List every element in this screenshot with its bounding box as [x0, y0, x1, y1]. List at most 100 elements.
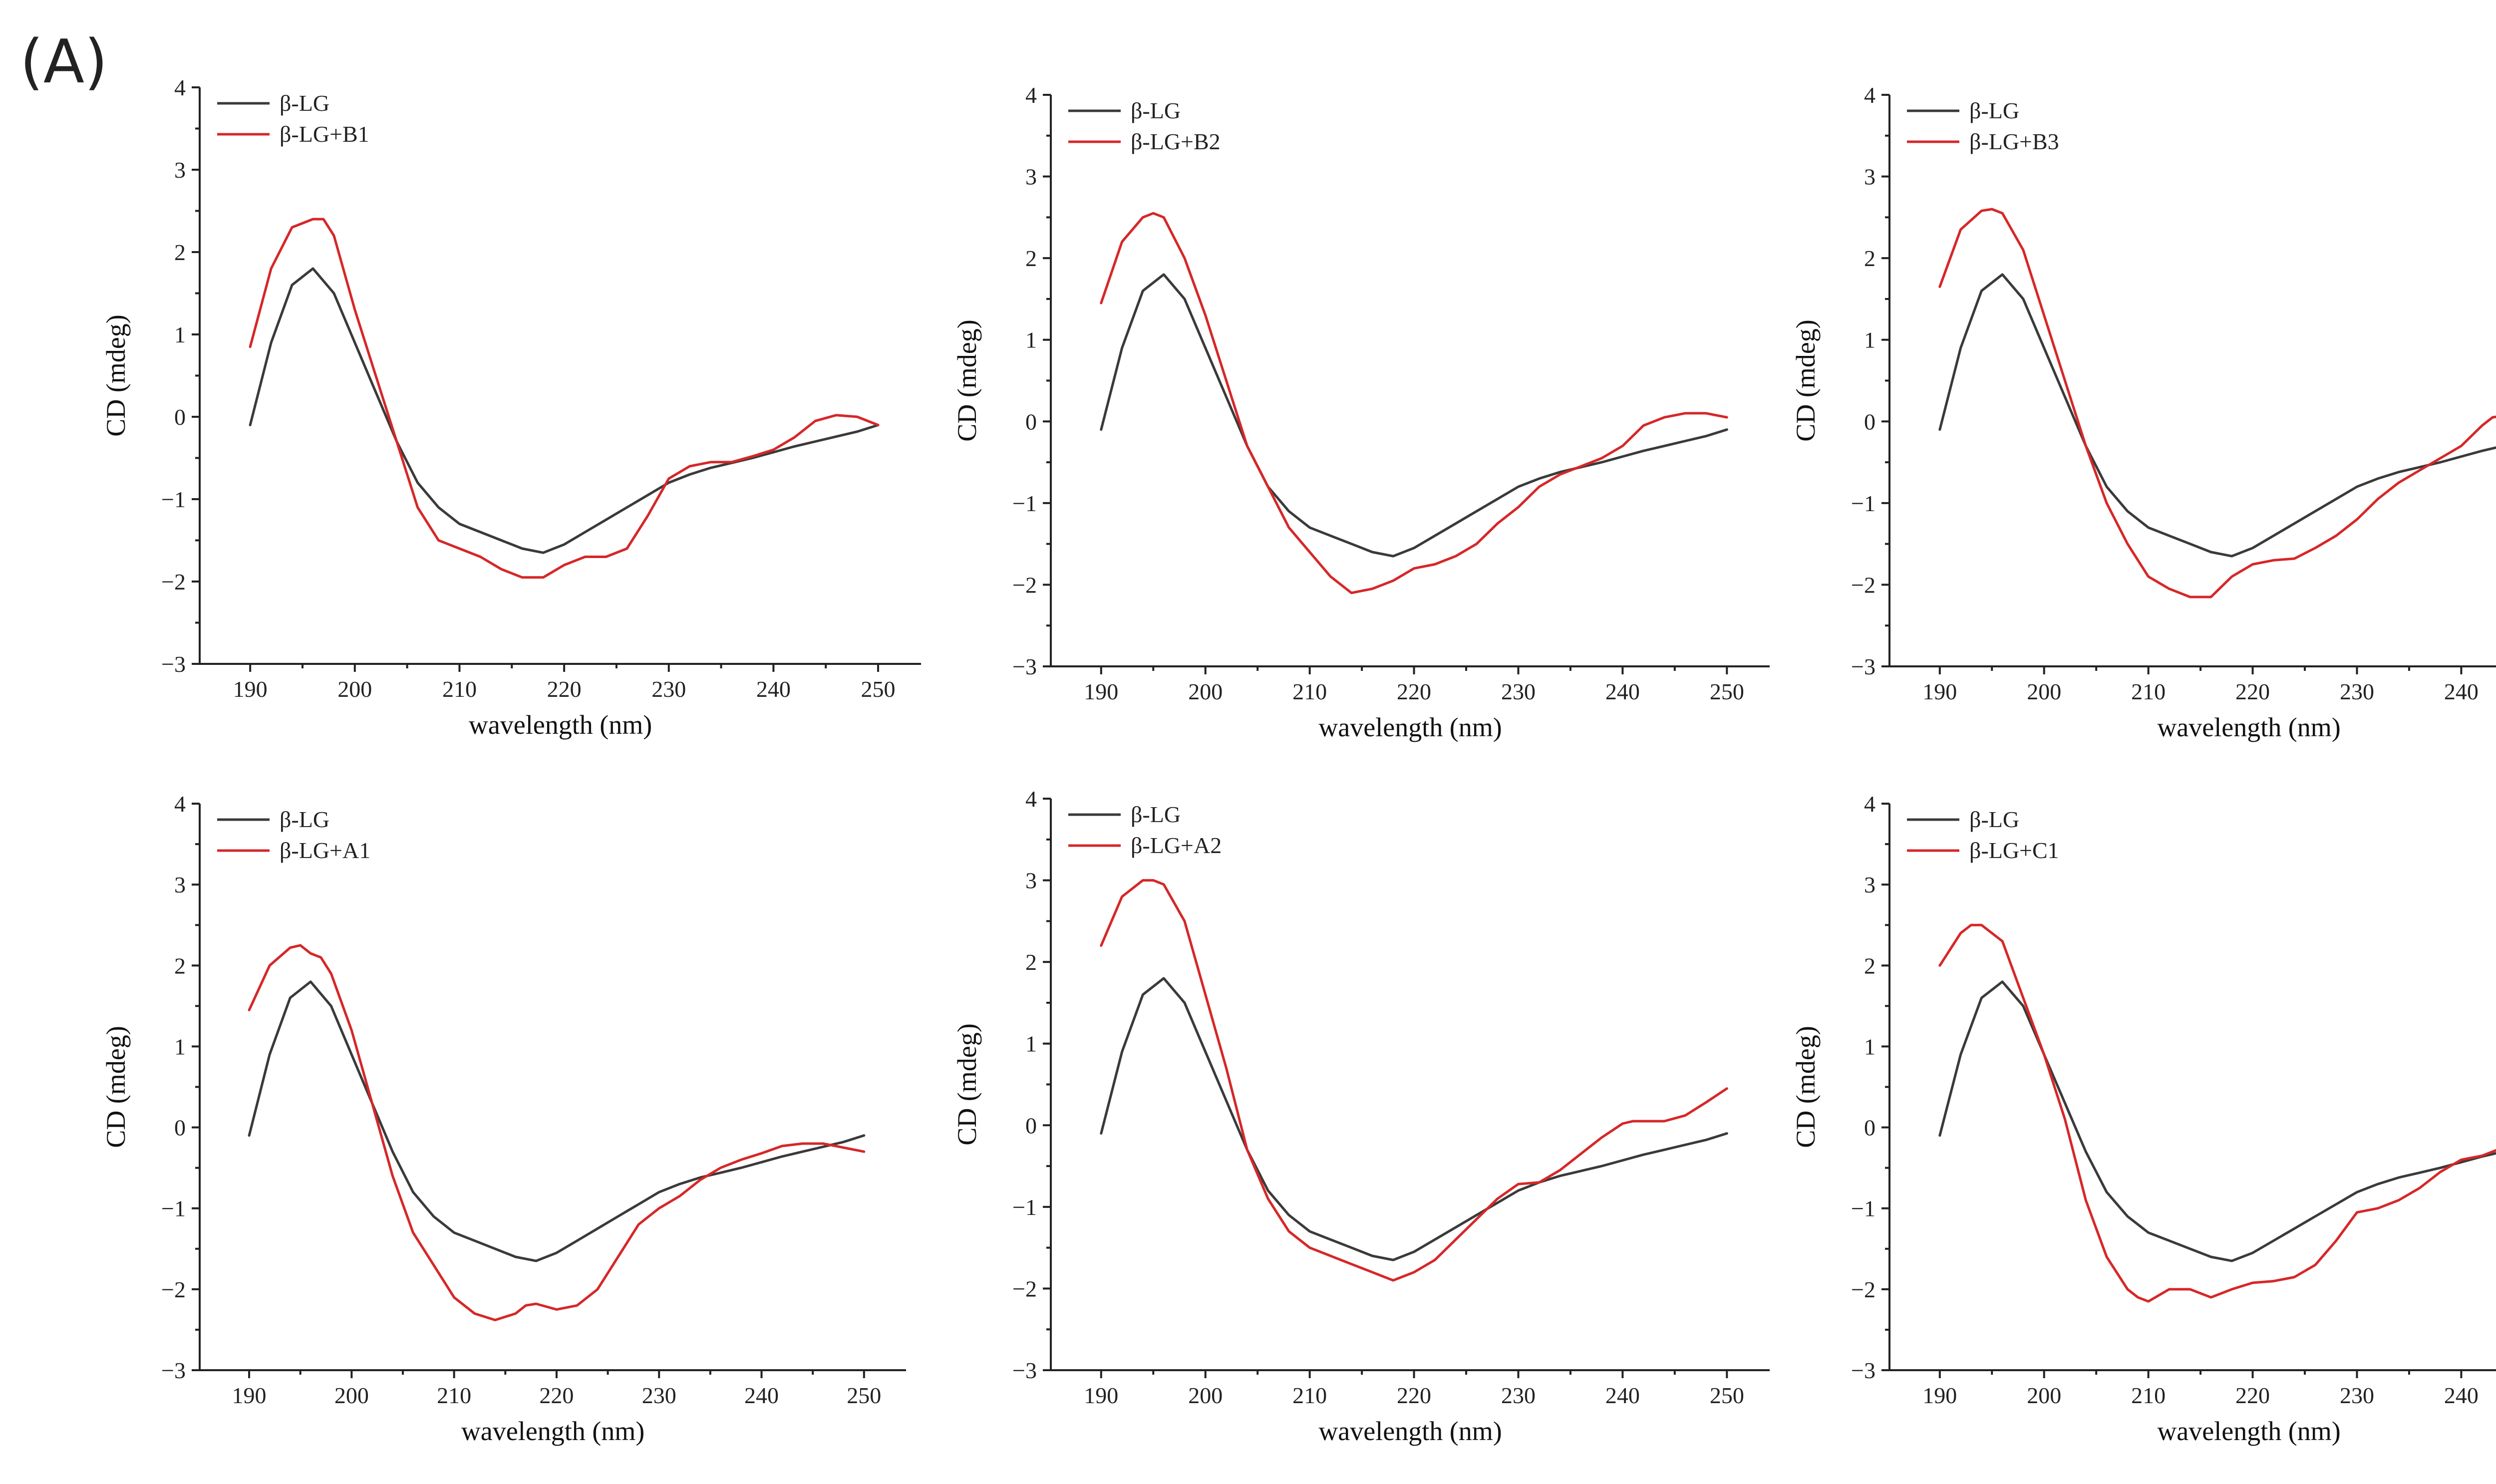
x-axis-title: wavelength (nm) — [469, 710, 652, 740]
x-tick-label: 200 — [1188, 679, 1223, 704]
y-tick-label: 1 — [1864, 327, 1875, 353]
y-tick-label: 3 — [1864, 164, 1875, 190]
y-tick-label: −2 — [1851, 1277, 1875, 1302]
series-line-control — [249, 267, 880, 554]
panel-label: (A) — [20, 27, 108, 97]
y-tick-label: 0 — [1025, 1113, 1037, 1138]
x-tick-label: 250 — [861, 676, 896, 702]
x-tick-label: 190 — [233, 676, 268, 702]
y-tick-label: −1 — [1851, 491, 1875, 516]
chart-panel-2: −3 −2 −1 0 1 2 3 4 190 200 210 220 230 240 250 waveleng… — [952, 82, 1770, 742]
y-tick-label: 3 — [1025, 164, 1037, 190]
legend-label: β-LG+B2 — [1131, 129, 1221, 154]
y-tick-label: −3 — [1012, 654, 1037, 679]
x-tick-label: 230 — [2340, 1383, 2374, 1408]
x-tick-label: 220 — [547, 676, 582, 702]
series-line-control — [1100, 977, 1728, 1261]
y-tick-label: 3 — [1025, 868, 1037, 893]
y-tick-label: 4 — [174, 75, 186, 100]
y-tick-label: 4 — [1864, 791, 1875, 817]
x-tick-label: 210 — [2131, 1383, 2166, 1408]
y-axis-title: CD (mdeg) — [952, 319, 982, 441]
y-tick-label: −2 — [1012, 1276, 1037, 1301]
legend-label: β-LG+C1 — [1969, 838, 2059, 863]
y-axis-title: CD (mdeg) — [1791, 1026, 1821, 1148]
x-tick-label: 210 — [442, 676, 477, 702]
series-line-treated — [1100, 879, 1728, 1282]
y-tick-label: 2 — [1864, 246, 1875, 271]
legend-label: β-LG — [1131, 802, 1181, 827]
series-line-treated — [1938, 923, 2496, 1303]
y-tick-label: −2 — [1012, 572, 1037, 597]
x-tick-label: 220 — [2235, 1383, 2270, 1408]
y-tick-label: −3 — [161, 651, 186, 677]
x-tick-label: 190 — [1084, 1383, 1118, 1408]
x-tick-label: 210 — [1292, 679, 1327, 704]
legend-label: β-LG+A2 — [1131, 833, 1222, 858]
x-tick-label: 230 — [1501, 1383, 1536, 1408]
series-line-treated — [248, 944, 866, 1321]
y-tick-label: 1 — [1025, 327, 1037, 353]
y-tick-label: 3 — [174, 157, 186, 183]
y-tick-label: −2 — [1851, 572, 1875, 597]
x-tick-label: 220 — [1397, 679, 1431, 704]
y-tick-label: −1 — [161, 1196, 186, 1221]
y-tick-label: 4 — [174, 791, 186, 817]
x-axis-title: wavelength (nm) — [461, 1416, 644, 1446]
y-tick-label: 2 — [174, 953, 186, 978]
y-tick-label: −3 — [1012, 1358, 1037, 1383]
x-tick-label: 200 — [337, 676, 372, 702]
x-axis-title: wavelength (nm) — [2157, 1416, 2340, 1446]
x-tick-label: 240 — [2444, 1383, 2479, 1408]
y-tick-label: −3 — [1851, 1358, 1875, 1383]
y-tick-label: 4 — [1025, 786, 1037, 812]
series-line-control — [248, 980, 866, 1262]
y-tick-label: −2 — [161, 569, 186, 594]
chart-panel-6: −3−2−101234190200210220230240250waveleng… — [1791, 791, 2496, 1446]
y-axis-title: CD (mdeg) — [101, 1026, 131, 1148]
y-tick-label: 1 — [174, 322, 186, 347]
y-tick-label: −3 — [161, 1358, 186, 1383]
x-tick-label: 230 — [1501, 679, 1536, 704]
x-axis-title: wavelength (nm) — [1318, 712, 1502, 742]
series-line-treated — [249, 218, 880, 579]
series-line-control — [1100, 273, 1728, 558]
x-tick-label: 240 — [2444, 679, 2479, 704]
legend-label: β-LG+B3 — [1969, 129, 2059, 154]
x-tick-label: 220 — [1397, 1383, 1431, 1408]
x-tick-label: 190 — [1922, 1383, 1957, 1408]
y-tick-label: −1 — [1012, 491, 1037, 516]
legend-label: β-LG — [1969, 807, 2019, 832]
x-tick-label: 250 — [847, 1383, 881, 1408]
y-tick-label: −1 — [1851, 1196, 1875, 1221]
y-tick-label: 1 — [1864, 1034, 1875, 1059]
x-tick-label: 230 — [642, 1383, 676, 1408]
x-tick-label: 190 — [1084, 679, 1118, 704]
y-tick-label: 3 — [174, 872, 186, 897]
x-tick-label: 230 — [651, 676, 686, 702]
y-tick-label: 1 — [174, 1034, 186, 1059]
y-tick-label: 2 — [1864, 953, 1875, 978]
x-tick-label: 250 — [1710, 679, 1744, 704]
x-tick-label: 190 — [232, 1383, 267, 1408]
series-line-treated — [1100, 212, 1728, 594]
x-tick-label: 200 — [1188, 1383, 1223, 1408]
x-tick-label: 210 — [437, 1383, 471, 1408]
legend-label: β-LG — [280, 90, 329, 116]
chart-panel-5: −3 −2 −1 0 1 2 3 4 190 200 210 220 230 240 250 waveleng… — [952, 786, 1770, 1446]
legend-label: β-LG+B1 — [280, 121, 369, 147]
chart-panel-3: −3−2−101234190200210220230240250waveleng… — [1791, 82, 2496, 742]
y-tick-label: 2 — [1025, 949, 1037, 975]
y-tick-label: −1 — [1012, 1194, 1037, 1220]
x-tick-label: 220 — [539, 1383, 574, 1408]
y-axis-title: CD (mdeg) — [952, 1023, 982, 1145]
x-tick-label: 240 — [1605, 679, 1640, 704]
x-tick-label: 240 — [744, 1383, 779, 1408]
legend-label: β-LG — [1969, 98, 2019, 123]
x-tick-label: 200 — [334, 1383, 369, 1408]
x-tick-label: 200 — [2027, 1383, 2061, 1408]
x-tick-label: 240 — [756, 676, 791, 702]
y-axis-title: CD (mdeg) — [101, 314, 131, 436]
y-tick-label: 3 — [1864, 872, 1875, 897]
chart-panel-1: −3 −2 −1 0 1 2 3 4 190 200 210 220 230 240 250 waveleng… — [101, 75, 921, 740]
